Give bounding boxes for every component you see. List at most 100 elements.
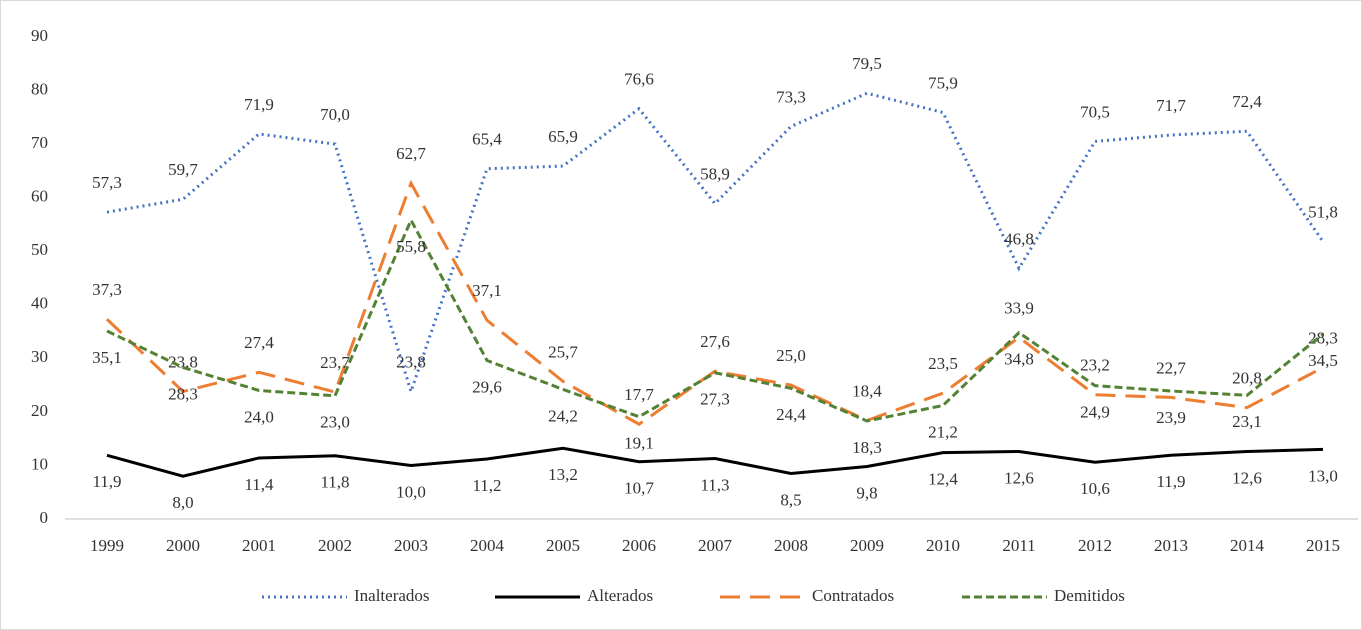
x-tick-label: 2012 <box>1078 536 1112 555</box>
x-tick-label: 2003 <box>394 536 428 555</box>
y-tick-label: 10 <box>31 454 48 473</box>
data-label: 79,5 <box>852 54 882 73</box>
data-label: 11,3 <box>700 475 729 494</box>
data-label: 11,8 <box>320 473 349 492</box>
legend-label: Alterados <box>587 586 653 605</box>
data-label: 46,8 <box>1004 229 1034 248</box>
x-tick-label: 2014 <box>1230 536 1265 555</box>
x-tick-label: 2013 <box>1154 536 1188 555</box>
data-label: 27,3 <box>700 390 730 409</box>
y-tick-label: 50 <box>31 240 48 259</box>
data-label: 35,1 <box>92 348 122 367</box>
x-tick-label: 2007 <box>698 536 733 555</box>
data-label: 72,4 <box>1232 92 1262 111</box>
series-line <box>106 91 1325 397</box>
data-label: 13,0 <box>1308 466 1338 485</box>
data-label: 70,5 <box>1080 102 1110 121</box>
data-label: 11,4 <box>244 475 274 494</box>
data-label: 71,7 <box>1156 96 1186 115</box>
data-label: 70,0 <box>320 105 350 124</box>
data-label: 12,6 <box>1232 468 1262 487</box>
legend-label: Contratados <box>812 586 894 605</box>
data-label: 13,2 <box>548 465 578 484</box>
x-tick-label: 2009 <box>850 536 884 555</box>
data-label: 57,3 <box>92 173 122 192</box>
data-label: 29,6 <box>472 377 502 396</box>
data-label: 10,7 <box>624 479 654 498</box>
data-label: 10,6 <box>1080 479 1110 498</box>
x-tick-label: 2011 <box>1002 536 1035 555</box>
data-label: 10,0 <box>396 482 426 501</box>
data-label: 34,5 <box>1308 351 1338 370</box>
x-tick-label: 2005 <box>546 536 580 555</box>
data-label: 23,5 <box>928 354 958 373</box>
data-label: 71,9 <box>244 95 274 114</box>
data-label: 27,6 <box>700 332 730 351</box>
x-tick-label: 2002 <box>318 536 352 555</box>
x-tick-label: 2010 <box>926 536 960 555</box>
data-label: 11,2 <box>472 476 501 495</box>
series-line <box>106 446 1324 478</box>
data-label: 21,2 <box>928 422 958 441</box>
data-label: 18,3 <box>852 438 882 457</box>
data-label: 27,4 <box>244 333 274 352</box>
data-label: 24,9 <box>1080 403 1110 422</box>
y-tick-label: 40 <box>31 294 48 313</box>
data-label: 24,4 <box>776 405 806 424</box>
data-label: 59,7 <box>168 160 198 179</box>
series-line <box>106 216 1324 423</box>
data-label: 22,7 <box>1156 358 1186 377</box>
data-label: 33,9 <box>1004 298 1034 317</box>
data-label: 65,9 <box>548 127 578 146</box>
data-label: 75,9 <box>928 73 958 92</box>
y-tick-label: 30 <box>31 347 48 366</box>
data-label: 23,8 <box>168 352 198 371</box>
legend-label: Demitidos <box>1054 586 1125 605</box>
data-label: 17,7 <box>624 385 654 404</box>
x-tick-label: 2004 <box>470 536 505 555</box>
data-label: 23,0 <box>320 413 350 432</box>
series-line <box>105 179 1324 426</box>
data-label: 23,2 <box>1080 356 1110 375</box>
data-label: 12,6 <box>1004 468 1034 487</box>
x-tick-label: 2000 <box>166 536 200 555</box>
data-label: 12,4 <box>928 469 958 488</box>
data-label: 24,0 <box>244 407 274 426</box>
data-label: 19,1 <box>624 434 654 453</box>
data-label: 28,3 <box>168 384 198 403</box>
data-label: 8,5 <box>780 490 801 509</box>
y-tick-label: 80 <box>31 79 48 98</box>
data-label: 73,3 <box>776 87 806 106</box>
data-label: 28,3 <box>1308 328 1338 347</box>
data-label: 25,0 <box>776 346 806 365</box>
legend-label: Inalterados <box>354 586 430 605</box>
data-label: 23,7 <box>320 353 350 372</box>
data-label: 76,6 <box>624 70 654 89</box>
data-label: 62,7 <box>396 144 426 163</box>
data-label: 8,0 <box>172 493 193 512</box>
x-tick-label: 2001 <box>242 536 276 555</box>
x-tick-label: 2008 <box>774 536 808 555</box>
data-label: 37,3 <box>92 280 122 299</box>
y-tick-label: 70 <box>31 133 48 152</box>
data-label: 20,8 <box>1232 369 1262 388</box>
x-tick-label: 2006 <box>622 536 656 555</box>
data-label: 58,9 <box>700 164 730 183</box>
data-label: 11,9 <box>1156 472 1185 491</box>
data-label: 23,8 <box>396 352 426 371</box>
y-tick-label: 0 <box>40 508 49 527</box>
y-tick-label: 60 <box>31 187 48 206</box>
x-tick-label: 1999 <box>90 536 124 555</box>
y-tick-label: 20 <box>31 401 48 420</box>
data-label: 9,8 <box>856 483 877 502</box>
data-label: 11,9 <box>92 472 121 491</box>
data-label: 65,4 <box>472 130 502 149</box>
data-label: 23,9 <box>1156 408 1186 427</box>
data-label: 34,8 <box>1004 350 1034 369</box>
y-tick-label: 90 <box>31 26 48 45</box>
data-label: 51,8 <box>1308 202 1338 221</box>
data-label: 25,7 <box>548 342 578 361</box>
data-label: 55,8 <box>396 237 426 256</box>
